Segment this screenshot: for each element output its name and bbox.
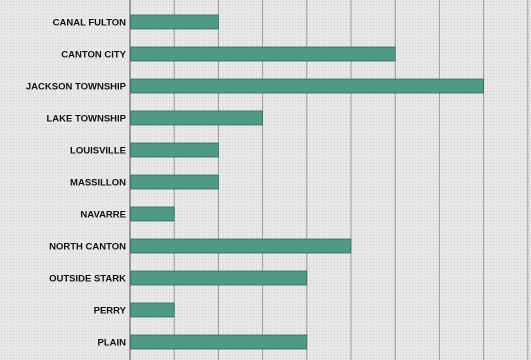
category-labels: CANAL FULTON CANTON CITY JACKSON TOWNSHIP L… bbox=[26, 18, 127, 349]
category-label: PLAIN bbox=[98, 338, 127, 349]
category-label: CANTON CITY bbox=[61, 50, 126, 61]
bar bbox=[131, 271, 307, 285]
category-label: OUTSIDE STARK bbox=[49, 274, 126, 285]
category-label: LOUISVILLE bbox=[70, 146, 126, 157]
category-label: JACKSON TOWNSHIP bbox=[26, 82, 127, 93]
bar bbox=[131, 207, 175, 221]
bar bbox=[131, 111, 263, 125]
category-label: NORTH CANTON bbox=[49, 242, 126, 253]
category-label: NAVARRE bbox=[80, 210, 126, 221]
bar bbox=[131, 335, 307, 349]
bar bbox=[131, 175, 219, 189]
bar bbox=[131, 47, 396, 61]
category-label: CANAL FULTON bbox=[53, 18, 126, 29]
bar bbox=[131, 79, 484, 93]
bar bbox=[131, 239, 352, 253]
category-label: LAKE TOWNSHIP bbox=[46, 114, 126, 125]
category-label: PERRY bbox=[94, 306, 127, 317]
category-label: MASSILLON bbox=[70, 178, 126, 189]
bar bbox=[131, 15, 219, 29]
bar bbox=[131, 143, 219, 157]
bar bbox=[131, 303, 175, 317]
